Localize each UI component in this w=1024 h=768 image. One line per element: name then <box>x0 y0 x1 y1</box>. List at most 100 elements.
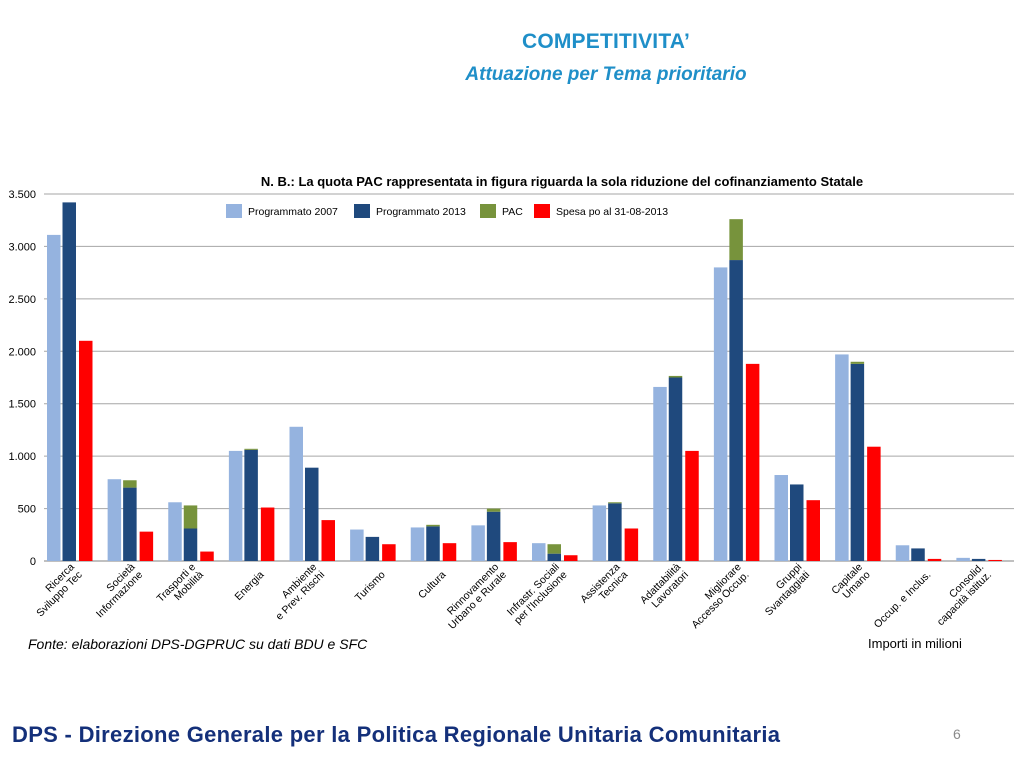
bar-spesa <box>200 551 214 561</box>
bar-programmato-2007 <box>835 354 849 561</box>
legend-swatch <box>480 204 496 218</box>
bar-spesa <box>321 520 335 561</box>
bar-spesa <box>867 446 881 561</box>
bar-programmato-2013 <box>426 526 440 561</box>
bar-programmato-2007 <box>107 479 122 561</box>
bar-programmato-2007 <box>713 267 728 561</box>
x-tick-label-line: Energia <box>232 569 266 603</box>
bar-programmato-2007 <box>471 525 485 561</box>
bar-programmato-2013 <box>971 558 986 561</box>
bar-programmato-2007 <box>350 529 364 561</box>
chart-title: N. B.: La quota PAC rappresentata in fig… <box>261 174 863 189</box>
bar-spesa <box>624 528 639 561</box>
bar-programmato-2013 <box>608 503 622 561</box>
bar-programmato-2013 <box>244 449 258 561</box>
legend-swatch <box>226 204 242 218</box>
legend-label: Spesa po al 31-08-2013 <box>556 206 668 218</box>
bar-programmato-2007 <box>592 505 607 561</box>
legend-swatch <box>354 204 370 218</box>
bar-programmato-2013 <box>729 260 743 561</box>
page-number: 6 <box>953 726 961 742</box>
bar-spesa <box>745 363 760 561</box>
bar-pac <box>547 544 561 554</box>
bar-spesa <box>806 500 820 561</box>
bar-programmato-2013 <box>365 536 380 561</box>
legend-label: Programmato 2007 <box>248 206 338 218</box>
bar-programmato-2013 <box>547 553 561 561</box>
bar-programmato-2013 <box>668 377 683 561</box>
slide-subtitle: Attuazione per Tema prioritario <box>465 64 747 85</box>
legend-swatch <box>534 204 550 218</box>
bar-programmato-2007 <box>228 450 243 561</box>
y-tick-label: 2.000 <box>8 346 36 358</box>
x-tick-label: Cultura <box>416 569 449 602</box>
bar-spesa <box>260 507 275 561</box>
bar-programmato-2013 <box>62 202 76 562</box>
bar-programmato-2007 <box>168 502 182 561</box>
y-tick-label: 2.500 <box>8 294 36 306</box>
bar-programmato-2007 <box>653 386 667 561</box>
bar-spesa <box>139 531 154 561</box>
bar-programmato-2013 <box>790 484 804 561</box>
bar-pac <box>123 480 137 488</box>
bar-spesa <box>442 543 457 561</box>
bar-programmato-2007 <box>774 475 788 561</box>
bar-programmato-2007 <box>895 545 910 561</box>
bar-pac <box>426 524 440 527</box>
y-tick-label: 3.000 <box>8 241 36 253</box>
x-tick-label: Energia <box>232 569 266 603</box>
bar-programmato-2013 <box>486 511 501 561</box>
bar-spesa <box>79 340 93 561</box>
x-tick-label-line: Turismo <box>353 569 388 604</box>
x-tick-label: Turismo <box>353 569 388 604</box>
source-note: Fonte: elaborazioni DPS-DGPRUC su dati B… <box>28 636 368 652</box>
bar-programmato-2007 <box>289 426 303 561</box>
bar-pac <box>668 375 683 378</box>
bar-pac <box>608 502 622 504</box>
bar-programmato-2013 <box>183 528 198 561</box>
bar-spesa <box>503 542 517 561</box>
bar-pac <box>850 361 865 364</box>
y-tick-label: 3.500 <box>8 189 36 201</box>
x-tick-label-line: Occup. e Inclus. <box>872 569 934 631</box>
legend-label: Programmato 2013 <box>376 206 466 218</box>
slide-title: COMPETITIVITA’ <box>521 30 691 53</box>
bar-programmato-2007 <box>956 557 970 561</box>
bar-programmato-2013 <box>305 467 319 561</box>
bar-chart: N. B.: La quota PAC rappresentata in fig… <box>8 174 1014 632</box>
bar-spesa <box>382 544 396 561</box>
bar-pac <box>244 448 258 450</box>
x-tick-label: Consolid.capacità istituz. <box>935 561 994 628</box>
legend-label: PAC <box>502 206 523 218</box>
y-tick-label: 1.500 <box>8 399 36 411</box>
bar-pac <box>183 505 198 529</box>
y-tick-label: 500 <box>18 504 36 516</box>
x-tick-label-line: Cultura <box>416 569 449 602</box>
y-tick-label: 0 <box>30 556 36 568</box>
bar-programmato-2007 <box>532 543 546 561</box>
bar-programmato-2013 <box>850 363 865 561</box>
units-note: Importi in milioni <box>868 636 962 651</box>
bar-pac <box>486 508 501 512</box>
bar-programmato-2013 <box>911 548 925 561</box>
bar-spesa <box>685 450 699 561</box>
bar-spesa <box>927 558 942 561</box>
y-tick-label: 1.000 <box>8 451 36 463</box>
bar-programmato-2013 <box>123 487 137 561</box>
bar-spesa <box>564 555 578 561</box>
bar-pac <box>729 219 743 261</box>
bar-programmato-2007 <box>47 234 61 561</box>
x-tick-label: Occup. e Inclus. <box>872 569 934 631</box>
footer-title: DPS - Direzione Generale per la Politica… <box>12 722 781 747</box>
